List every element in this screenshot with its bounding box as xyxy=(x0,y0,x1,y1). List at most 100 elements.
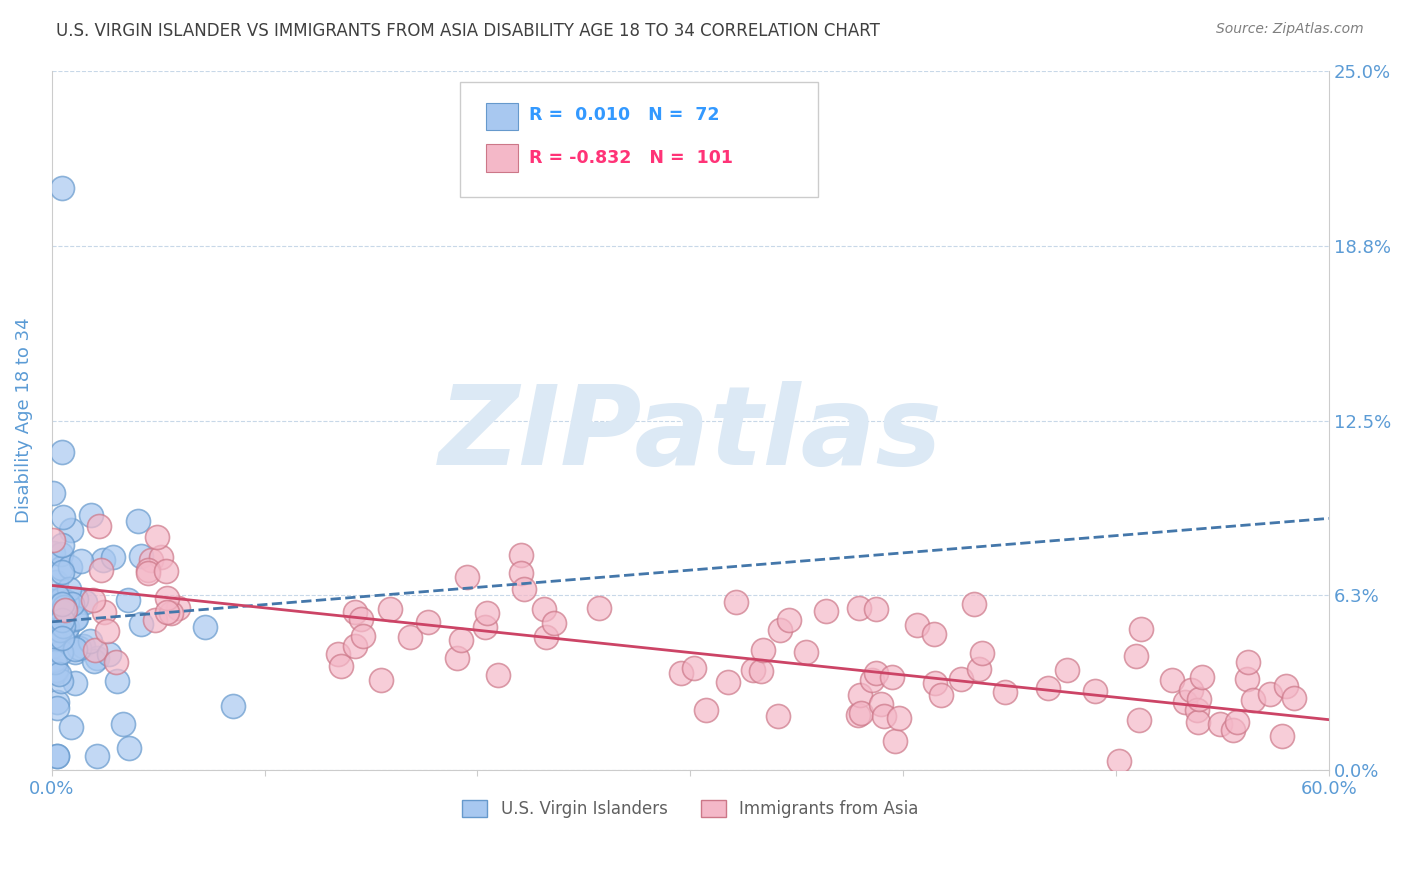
Point xyxy=(349,612,371,626)
Point xyxy=(534,630,557,644)
Point xyxy=(1236,672,1258,686)
Point xyxy=(46,590,69,604)
Point xyxy=(49,623,72,637)
Point xyxy=(486,668,509,682)
Point xyxy=(950,672,973,686)
Point xyxy=(1108,754,1130,768)
Point xyxy=(45,749,67,764)
Point xyxy=(93,605,115,619)
Point xyxy=(1191,670,1213,684)
Point xyxy=(53,603,76,617)
Point xyxy=(796,645,818,659)
Point xyxy=(105,656,128,670)
Point xyxy=(924,675,946,690)
Point xyxy=(399,630,422,644)
Point xyxy=(59,523,82,537)
Point xyxy=(70,554,93,568)
Point xyxy=(416,615,439,630)
Point xyxy=(1036,681,1059,695)
Point xyxy=(860,673,883,687)
Point xyxy=(51,606,73,620)
Point xyxy=(328,647,350,661)
Point xyxy=(55,594,77,608)
Point xyxy=(848,601,870,615)
Point xyxy=(82,593,104,607)
Point xyxy=(51,631,73,645)
Point xyxy=(63,644,86,658)
Point xyxy=(865,602,887,616)
Point xyxy=(146,530,169,544)
Point xyxy=(91,552,114,566)
FancyBboxPatch shape xyxy=(460,81,818,197)
Point xyxy=(194,620,217,634)
Point xyxy=(143,613,166,627)
Point xyxy=(1130,622,1153,636)
Point xyxy=(456,570,478,584)
Point xyxy=(815,604,838,618)
Text: R = -0.832   N =  101: R = -0.832 N = 101 xyxy=(530,149,734,167)
Point xyxy=(846,707,869,722)
Point xyxy=(90,563,112,577)
Point xyxy=(42,639,65,653)
Point xyxy=(101,549,124,564)
Point xyxy=(42,545,65,559)
Point xyxy=(221,699,243,714)
Point xyxy=(51,538,73,552)
Point xyxy=(65,676,87,690)
Point xyxy=(51,445,73,459)
Point xyxy=(136,563,159,577)
Point xyxy=(49,674,72,689)
Point xyxy=(63,611,86,625)
Point xyxy=(51,565,73,579)
Point xyxy=(717,675,740,690)
Point xyxy=(510,548,533,562)
Point xyxy=(929,688,952,702)
Point xyxy=(42,533,65,547)
Point xyxy=(963,597,986,611)
Point xyxy=(513,582,536,597)
Point xyxy=(55,623,77,637)
Point xyxy=(1284,690,1306,705)
Point xyxy=(167,600,190,615)
Point xyxy=(63,641,86,656)
Point xyxy=(46,599,69,614)
Point xyxy=(42,485,65,500)
Point xyxy=(44,655,66,669)
Point xyxy=(1258,687,1281,701)
Point xyxy=(352,629,374,643)
Point xyxy=(65,611,87,625)
Point xyxy=(58,582,80,596)
Point xyxy=(96,624,118,639)
Point xyxy=(967,662,990,676)
Point xyxy=(1187,715,1209,730)
Point xyxy=(1056,664,1078,678)
Point xyxy=(343,605,366,619)
Point xyxy=(1187,702,1209,716)
Point xyxy=(155,564,177,578)
Point xyxy=(51,181,73,195)
Point xyxy=(870,697,893,711)
Point xyxy=(41,594,63,608)
Point xyxy=(46,631,69,645)
FancyBboxPatch shape xyxy=(486,145,517,172)
Point xyxy=(52,510,75,524)
Text: ZIPatlas: ZIPatlas xyxy=(439,381,942,488)
Point xyxy=(695,703,717,717)
Point xyxy=(905,617,928,632)
Point xyxy=(44,653,66,667)
Point xyxy=(1271,729,1294,743)
Point xyxy=(89,519,111,533)
Point xyxy=(474,620,496,634)
Point xyxy=(380,602,402,616)
Point xyxy=(330,659,353,673)
Point xyxy=(117,592,139,607)
Point xyxy=(127,514,149,528)
Point xyxy=(344,639,367,653)
Point xyxy=(1125,649,1147,664)
Point xyxy=(769,624,792,638)
Point xyxy=(1084,684,1107,698)
Point xyxy=(46,749,69,764)
Point xyxy=(156,605,179,619)
Point xyxy=(880,670,903,684)
Point xyxy=(752,642,775,657)
